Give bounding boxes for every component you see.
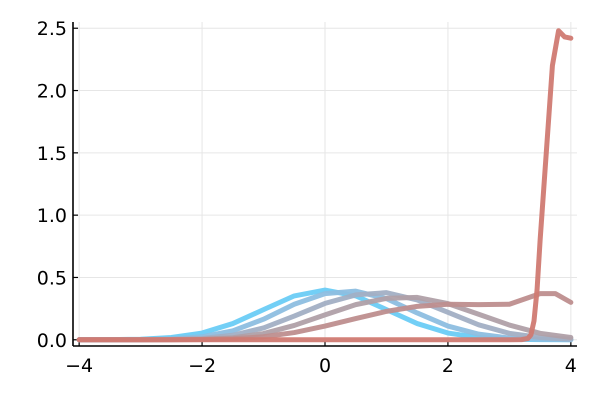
y-tick-label: 0.0 [37, 330, 67, 352]
y-tick-label: 1.5 [37, 143, 67, 165]
y-tick-label: 0.5 [37, 267, 67, 289]
series-line-6 [76, 28, 574, 343]
x-tick-label: −2 [188, 355, 216, 377]
y-tick-label: 2.0 [37, 81, 67, 103]
x-tick-label: 4 [565, 355, 577, 377]
x-tick-label: −4 [65, 355, 93, 377]
x-tick-label: 2 [442, 355, 454, 377]
grid [73, 22, 577, 346]
x-tick-label: 0 [319, 355, 331, 377]
series-group [76, 28, 574, 343]
tick-labels: −4 −2 0 2 4 0.0 0.5 1.0 1.5 2.0 2.5 [37, 18, 577, 377]
y-tick-label: 1.0 [37, 205, 67, 227]
y-tick-label: 2.5 [37, 18, 67, 40]
